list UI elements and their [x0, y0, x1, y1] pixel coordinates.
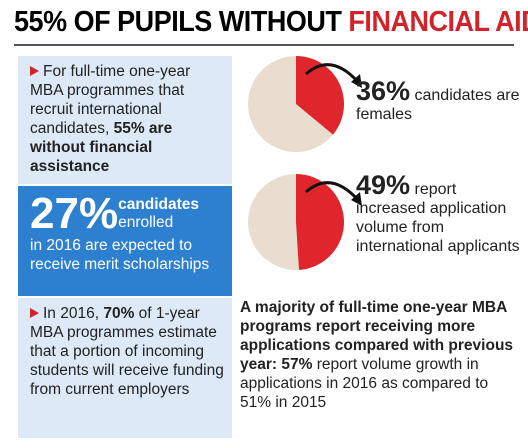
text: In 2016, — [43, 305, 104, 322]
text: of 1-year MBA programmes estimate that a… — [30, 305, 224, 398]
fact-box: For full-time one-year MBA programmes th… — [18, 56, 232, 184]
box-text: in 2016 are expected to receive merit sc… — [30, 237, 210, 273]
pie-caption: 36% candidates are females — [356, 78, 526, 124]
arrow — [305, 181, 360, 202]
bold-text: 55% are without financial assistance — [30, 120, 173, 175]
percent: 36% — [356, 76, 411, 106]
text: report volume growth in applications in … — [240, 356, 489, 411]
percent: 49% — [356, 170, 411, 200]
small-caption: candidates enrolled — [118, 196, 199, 232]
caption: report increased application volume from… — [356, 181, 520, 255]
caption: enrolled — [118, 214, 174, 231]
bullet — [30, 308, 39, 318]
big-number: 27% — [30, 189, 119, 238]
title-highlight: FINANCIAL AID — [348, 6, 528, 38]
title: 55% OF PUPILS WITHOUT FINANCIAL AID — [14, 6, 528, 39]
bullet — [30, 66, 39, 76]
title-text: 55% OF PUPILS WITHOUT — [14, 6, 342, 38]
arrow-head — [351, 192, 362, 206]
arrow — [305, 63, 360, 84]
bold-text: 70% — [103, 305, 135, 322]
pie-caption: 49% report increased application volume … — [356, 172, 526, 256]
highlight-box: 27% candidates enrolled in 2016 are expect… — [18, 186, 232, 296]
arrow-head — [351, 74, 362, 88]
summary: A majority of full-time one-year MBA pro… — [240, 298, 522, 412]
bold-text: A majority of full-time one-year MBA pro… — [240, 299, 514, 373]
pie-slice — [296, 56, 345, 135]
caption-bold: candidates — [118, 196, 200, 213]
fact-box: In 2016, 70% of 1-year MBA programmes es… — [18, 298, 232, 438]
text: For full-time one-year MBA programmes th… — [30, 63, 191, 137]
divider — [14, 44, 514, 46]
caption: candidates are females — [356, 87, 520, 123]
pie-slice — [296, 174, 345, 270]
